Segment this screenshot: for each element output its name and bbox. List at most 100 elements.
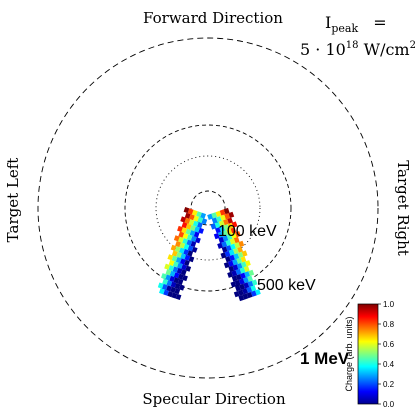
lobe-cell — [179, 247, 185, 254]
lobe-cell — [182, 238, 188, 245]
lobe-cell — [177, 262, 183, 269]
specular-direction-label: Specular Direction — [142, 390, 286, 408]
lobe-cell — [235, 231, 241, 238]
lobe-cell — [170, 286, 176, 293]
lobe-cell — [241, 250, 248, 257]
lobe-cell — [236, 257, 243, 264]
lobe-cell — [243, 277, 249, 284]
lobe-cell — [166, 280, 173, 287]
lobe-cell — [161, 273, 167, 280]
lobe-cell — [189, 224, 196, 232]
lobe-cell — [182, 275, 188, 282]
lobe-cell — [221, 241, 228, 248]
peak-intensity-line2: 5 · 1018 W/cm2 — [300, 40, 415, 59]
colorbar-tick-label: 0.0 — [383, 400, 395, 409]
lobe-cell — [197, 222, 203, 229]
lobe-cell — [186, 234, 193, 241]
lobe-cell — [167, 254, 174, 261]
lobe-cell — [177, 273, 184, 280]
lobe-cell — [225, 245, 232, 252]
lobe-cell — [229, 254, 235, 261]
lobe-cell — [174, 288, 181, 295]
lobe-cell — [190, 241, 197, 248]
ring-label-1mev: 1 MeV — [300, 349, 350, 368]
lobe-cell — [198, 227, 204, 234]
lobe-cell — [247, 280, 254, 288]
lobe-cell — [189, 230, 196, 237]
lobe-cell — [172, 266, 179, 273]
lobe-cell — [242, 288, 248, 295]
lobe-cell — [194, 226, 200, 233]
lobe-cell — [180, 216, 187, 223]
lobe-cell — [168, 259, 175, 266]
lobe-cell — [210, 223, 217, 230]
lobe-cell — [231, 270, 238, 277]
lobe-cell — [240, 256, 247, 263]
lobe-cell — [228, 249, 235, 256]
colorbar-tick-label: 0.8 — [383, 320, 395, 329]
lobe-cell — [218, 236, 225, 244]
lobe-cell — [169, 275, 176, 283]
lobe-cell — [186, 239, 193, 246]
lobe-cell — [173, 235, 180, 242]
lobe-cell — [245, 260, 251, 267]
lobe-cell — [227, 222, 234, 230]
intensity-exponent: 18 — [346, 40, 359, 51]
lobe-cell — [192, 220, 199, 227]
lobe-cell — [215, 210, 222, 217]
lobe-cell — [184, 212, 191, 219]
lobe-cell — [239, 267, 246, 274]
lobe-cell — [168, 265, 175, 272]
ring-label-500kev: 500 keV — [257, 277, 316, 294]
lobe-cell — [233, 248, 239, 255]
lobe-cell — [220, 214, 226, 221]
lobe-cell — [178, 284, 185, 291]
colorbar-tick-label: 0.6 — [383, 340, 395, 349]
lobe-cell — [231, 221, 238, 228]
lobe-cell — [196, 211, 202, 218]
colorbar-tick-label: 0.2 — [383, 380, 395, 389]
lobe-cell — [246, 292, 253, 299]
lobe-cell — [180, 253, 186, 260]
lobe-cell — [183, 243, 190, 250]
lobe-cell — [175, 293, 182, 300]
lobe-cell — [235, 274, 242, 281]
ring-inner — [190, 190, 226, 226]
lobe-cell — [161, 283, 168, 291]
lobe-cell — [243, 265, 250, 273]
lobe-cell — [176, 267, 183, 274]
lobe-cell — [223, 224, 230, 231]
target-right-label: Target Right — [394, 160, 412, 256]
lobe-cell — [184, 254, 191, 261]
lobe-cell — [182, 233, 189, 240]
forward-direction-label: Forward Direction — [143, 9, 283, 27]
lobe-cell — [251, 279, 258, 286]
lobe-cell — [200, 212, 206, 219]
lobe-cell — [228, 211, 235, 218]
lobe-cell — [237, 246, 243, 253]
lobe-cell — [235, 285, 241, 292]
lobe-cell — [173, 277, 180, 284]
lobe-cell — [215, 227, 221, 234]
lobe-cell — [214, 221, 221, 229]
lobe-cell — [217, 242, 223, 249]
lobe-cell — [233, 291, 240, 298]
lobe-cell — [238, 294, 245, 302]
lobe-cell — [169, 270, 176, 277]
colorbar-tick-label: 1.0 — [383, 300, 395, 309]
intensity-unit-exponent: 2 — [410, 40, 415, 51]
peak-intensity-line1: Ipeak = — [325, 13, 387, 35]
lobe-cell — [171, 255, 178, 262]
lobe-cell — [191, 246, 198, 253]
lobe-cell — [211, 212, 218, 219]
lobe-cell — [163, 289, 169, 296]
lobe-cell — [197, 216, 204, 224]
lobe-cell — [178, 236, 184, 243]
lobe-cell — [187, 208, 194, 215]
lobe-cell — [219, 225, 225, 232]
lobe-cell — [225, 239, 232, 246]
lobe-cell — [159, 288, 165, 295]
lobe-cell — [244, 271, 250, 278]
colorbar-label: Charge (arb. units) — [344, 316, 354, 391]
lobe-cell — [187, 245, 194, 252]
